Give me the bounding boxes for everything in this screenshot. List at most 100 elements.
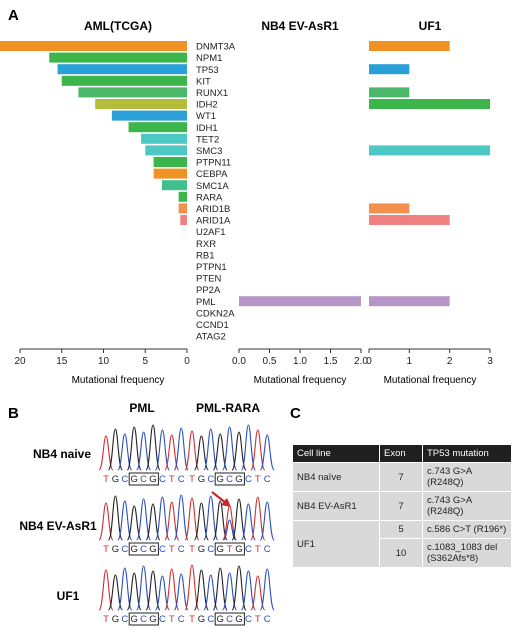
bar-uf1-arid1a (369, 215, 450, 225)
row-label-nb4-naive: NB4 naive (33, 447, 91, 461)
gene-label-ccnd1: CCND1 (196, 320, 229, 331)
bar-uf1-dnmt3a (369, 41, 450, 51)
chromatogram-peak (145, 424, 161, 471)
base-letter: G (149, 614, 156, 625)
bar-aml-dnmt3a (0, 41, 188, 51)
base-letter: C (140, 474, 147, 485)
chromatogram-peak (184, 497, 200, 541)
base-letter: G (149, 544, 156, 555)
chromatogram-peak (173, 427, 189, 471)
chromatogram-peak (164, 434, 180, 471)
mutation-line-2: (S362Afs*8) (427, 553, 479, 564)
base-letter: G (131, 474, 138, 485)
bar-uf1-idh2 (369, 99, 490, 109)
base-letter: C (264, 544, 271, 555)
gene-label-idh1: IDH1 (196, 123, 218, 134)
base-letter: T (255, 614, 261, 625)
base-letter: G (198, 544, 205, 555)
bar-uf1-smc3 (369, 145, 490, 156)
gene-label-smc3: SMC3 (196, 146, 222, 157)
col-header-exon: Exon (380, 445, 422, 462)
base-letter: C (159, 474, 166, 485)
bar-aml-cebpa (153, 168, 187, 179)
chromatogram-peak (107, 574, 123, 611)
table-row: UF1 5 c.586 C>T (R196*) (293, 521, 511, 567)
base-letter: T (103, 544, 109, 555)
x-axis-label-nb4: Mutational frequency (254, 375, 347, 386)
col-pml-rara: PML-RARA (196, 401, 260, 415)
chromatogram-peak (98, 569, 114, 611)
chromatogram-peak (154, 575, 170, 611)
chromatogram-peak (145, 503, 161, 541)
gene-label-cebpa: CEBPA (196, 169, 228, 180)
chart-title-aml: AML(TCGA) (84, 19, 152, 33)
chromatogram-peak (164, 501, 180, 541)
uf1-bars (369, 41, 490, 307)
codon-box (214, 542, 245, 556)
chromatogram-peak (126, 505, 142, 541)
chromatogram-peak (136, 565, 152, 611)
base-letter: C (121, 474, 128, 485)
bar-aml-idh2 (95, 99, 187, 109)
gene-labels: DNMT3ANPM1TP53KITRUNX1IDH2WT1IDH1TET2SMC… (196, 42, 236, 343)
bar-aml-runx1 (78, 87, 187, 98)
base-letter: C (207, 544, 214, 555)
gene-label-pml: PML (196, 297, 216, 308)
bar-aml-smc3 (145, 145, 187, 156)
x-axis-aml-tick-label: 0 (184, 356, 190, 367)
chromatogram-peak (117, 433, 133, 471)
base-letter: T (255, 544, 261, 555)
gene-label-dnmt3a: DNMT3A (196, 42, 236, 53)
mutation-arrow (211, 491, 231, 507)
gene-label-runx1: RUNX1 (196, 88, 228, 99)
panel-a-label: A (8, 7, 19, 24)
cell-exon: 7 (380, 463, 422, 491)
base-letter: C (264, 474, 271, 485)
bar-aml-npm1 (49, 52, 187, 63)
gene-label-smc1a: SMC1A (196, 181, 229, 192)
chromatogram-peak (117, 567, 133, 611)
chromatogram-peak (126, 426, 142, 471)
bar-aml-ptpn11 (153, 157, 187, 167)
table-row: 10 c.1083_1083 del (S362Afs*8) (293, 539, 511, 567)
base-letter: G (198, 474, 205, 485)
base-letter: T (189, 614, 195, 625)
base-letter: G (235, 544, 242, 555)
base-letter: G (112, 544, 119, 555)
col-header-cell-line: Cell line (293, 445, 379, 462)
gene-label-rara: RARA (196, 192, 223, 203)
base-letter: T (169, 614, 175, 625)
base-letter: C (121, 544, 128, 555)
bar-aml-kit (61, 75, 187, 86)
tp53-table: Cell line Exon TP53 mutation NB4 naïve 7… (292, 444, 512, 568)
x-axis-label-aml: Mutational frequency (72, 375, 165, 386)
gene-label-idh2: IDH2 (196, 100, 218, 111)
chromatogram-peak (240, 570, 256, 611)
bar-uf1-tp53 (369, 64, 410, 75)
bar-aml-arid1a (180, 215, 187, 225)
chromatogram-peak (250, 496, 266, 541)
gene-label-pten: PTEN (196, 274, 221, 285)
base-letter: C (226, 474, 233, 485)
base-letter: G (131, 614, 138, 625)
bar-uf1-arid1b (369, 203, 410, 214)
cell-mutation: c.743 G>A (R248Q) (423, 492, 511, 520)
gene-label-wt1: WT1 (196, 111, 216, 122)
cell-line: UF1 (293, 521, 379, 567)
chromatogram-peak (212, 500, 228, 541)
chromatogram-peak (240, 503, 256, 541)
codon-box (128, 472, 159, 486)
gene-label-rb1: RB1 (196, 250, 214, 261)
base-letter: C (264, 614, 271, 625)
gene-label-u2af1: U2AF1 (196, 227, 226, 238)
x-axis-aml-tick-label: 5 (142, 356, 148, 367)
cell-exon: 5 (380, 521, 422, 538)
chromatogram-peak (250, 575, 266, 611)
chromatogram-peak (222, 426, 238, 471)
chromatogram-peak (145, 570, 161, 611)
chromatogram-peak (231, 565, 247, 611)
bar-aml-idh1 (128, 122, 187, 133)
x-axis-label-uf1: Mutational frequency (384, 375, 477, 386)
base-letter: G (235, 474, 242, 485)
bar-aml-smc1a (161, 180, 187, 191)
